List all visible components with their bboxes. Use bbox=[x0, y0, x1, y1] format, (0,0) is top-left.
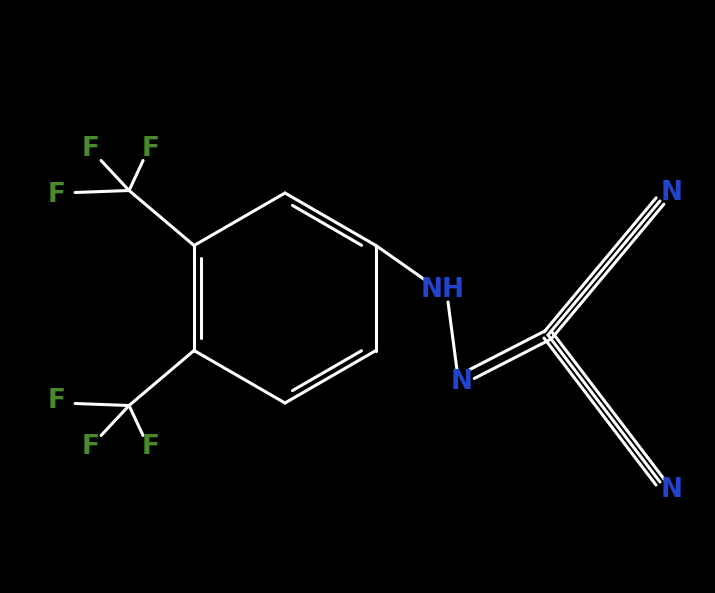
Text: F: F bbox=[48, 183, 66, 209]
Text: N: N bbox=[661, 180, 683, 206]
Text: N: N bbox=[661, 477, 683, 503]
Text: F: F bbox=[82, 435, 100, 461]
Text: F: F bbox=[142, 135, 160, 161]
Text: F: F bbox=[48, 387, 66, 413]
Text: F: F bbox=[82, 135, 100, 161]
Text: NH: NH bbox=[421, 277, 465, 303]
Text: F: F bbox=[142, 435, 160, 461]
Text: N: N bbox=[451, 369, 473, 395]
